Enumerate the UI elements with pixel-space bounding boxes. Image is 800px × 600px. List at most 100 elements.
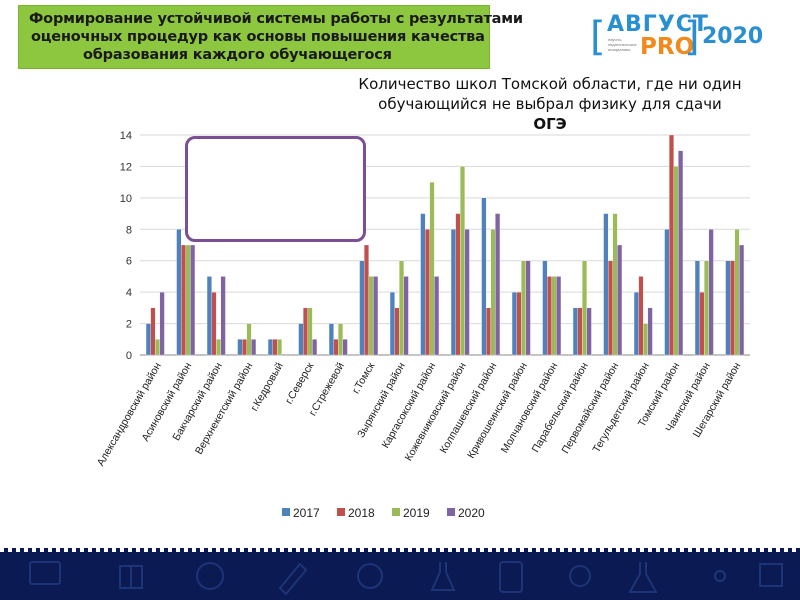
bar-2018	[638, 276, 644, 356]
logo-right-bracket-icon: ]	[684, 14, 700, 60]
bar-2019	[551, 276, 557, 356]
logo-left-bracket-icon: [	[590, 14, 606, 60]
bar-2020	[525, 260, 531, 356]
bar-2018	[180, 244, 186, 356]
pencil-icon	[278, 562, 308, 596]
x-category-label: Тегульдетский район	[590, 360, 652, 455]
bar-2020	[464, 229, 470, 356]
bar-2018	[333, 339, 339, 356]
legend-label: 2018	[348, 506, 375, 520]
bar-2017	[633, 291, 639, 356]
bar-2019	[368, 276, 374, 356]
bar-2018	[394, 307, 400, 356]
bar-2020	[251, 339, 257, 356]
bar-2017	[389, 291, 395, 356]
legend-label: 2017	[293, 506, 320, 520]
footer-icons	[29, 561, 783, 596]
y-tick-label: 8	[126, 224, 132, 236]
bar-2017	[542, 260, 548, 356]
y-tick-label: 2	[126, 319, 132, 331]
bar-2020	[739, 244, 745, 356]
bar-2017	[206, 276, 212, 356]
x-category-label: Парабельский район	[530, 360, 591, 454]
logo-subtitle: научно-педагогические инициативы	[608, 37, 637, 52]
bar-2019	[246, 323, 252, 356]
bar-2019	[734, 229, 740, 356]
x-category-label: Каргасокский район	[380, 360, 439, 450]
bar-2017	[145, 323, 151, 356]
bar-2018	[608, 260, 613, 356]
globe-icon	[196, 562, 224, 590]
bar-2017	[328, 323, 334, 356]
bar-2020	[312, 339, 318, 356]
y-tick-label: 6	[126, 256, 132, 268]
bar-2018	[699, 291, 705, 356]
bar-2019	[429, 181, 435, 356]
footer-stripe	[0, 548, 800, 552]
legend-swatch-2017	[282, 508, 290, 516]
bar-2018	[302, 307, 308, 356]
bar-2018	[150, 307, 156, 356]
bar-2020	[647, 307, 653, 356]
bar-2020	[159, 291, 165, 356]
x-category-label: г.Томск	[350, 360, 378, 396]
logo-brand-pro: PRO	[640, 34, 695, 60]
header-line-3: образования каждого обучающегося	[83, 47, 392, 63]
bar-2017	[603, 213, 609, 356]
header-banner: Формирование устойчивой системы работы с…	[18, 5, 523, 69]
bar-2019	[521, 260, 526, 356]
y-tick-label: 14	[120, 130, 132, 142]
bar-2020	[617, 244, 623, 356]
beaker-icon	[628, 562, 658, 593]
bar-2017	[267, 339, 273, 356]
bar-2020	[556, 276, 562, 356]
x-category-label: Колпашевский район	[438, 360, 500, 455]
legend-swatch-2019	[392, 508, 400, 516]
bar-2017	[481, 197, 487, 356]
bar-2018	[272, 339, 278, 356]
bar-2017	[298, 323, 304, 356]
bar-2020	[434, 276, 440, 356]
legend-swatch-2020	[447, 508, 455, 516]
rounded-frame	[185, 136, 366, 242]
bar-2020	[220, 276, 226, 356]
chart-title: Количество школ Томской области, где ни …	[330, 74, 770, 134]
square-icon	[759, 563, 783, 587]
y-tick-label: 12	[120, 161, 132, 173]
x-category-label: Молчановский район	[499, 360, 561, 455]
bar-2019	[704, 260, 709, 356]
book-icon	[119, 565, 143, 589]
dots-icon	[714, 570, 726, 582]
bar-2018	[547, 276, 552, 356]
bar-2017	[725, 260, 731, 356]
bar-2020	[190, 244, 196, 356]
bar-2017	[664, 229, 670, 356]
logo-year: 2020	[702, 24, 764, 49]
chart-title-line-1: Количество школ Томской области, где ни …	[358, 75, 742, 93]
bar-2018	[241, 339, 247, 356]
bar-2017	[359, 260, 365, 356]
bar-2017	[420, 213, 426, 356]
x-category-label: г.Северск	[283, 360, 317, 406]
avgust-pro-logo: [ АВГУСТ научно-педагогические инициатив…	[590, 10, 782, 66]
bar-2017	[176, 229, 182, 356]
chart-title-line-3: ОГЭ	[533, 115, 567, 133]
bar-2018	[669, 134, 674, 356]
bar-2017	[237, 339, 243, 356]
bar-2019	[307, 307, 313, 356]
bar-2019	[185, 244, 191, 356]
bar-2019	[155, 339, 160, 356]
bar-2019	[490, 229, 496, 356]
y-tick-label: 10	[120, 193, 132, 205]
bar-2019	[673, 166, 679, 356]
bar-2019	[612, 213, 618, 356]
monitor-icon	[29, 561, 61, 585]
bar-2019	[582, 260, 587, 356]
legend-swatch-2018	[337, 508, 345, 516]
chart-title-line-2: обучающийся не выбрал физику для сдачи	[378, 95, 722, 113]
flask-icon	[430, 562, 456, 591]
bar-2020	[403, 276, 409, 356]
bar-2018	[516, 291, 522, 356]
bar-2017	[572, 307, 578, 356]
